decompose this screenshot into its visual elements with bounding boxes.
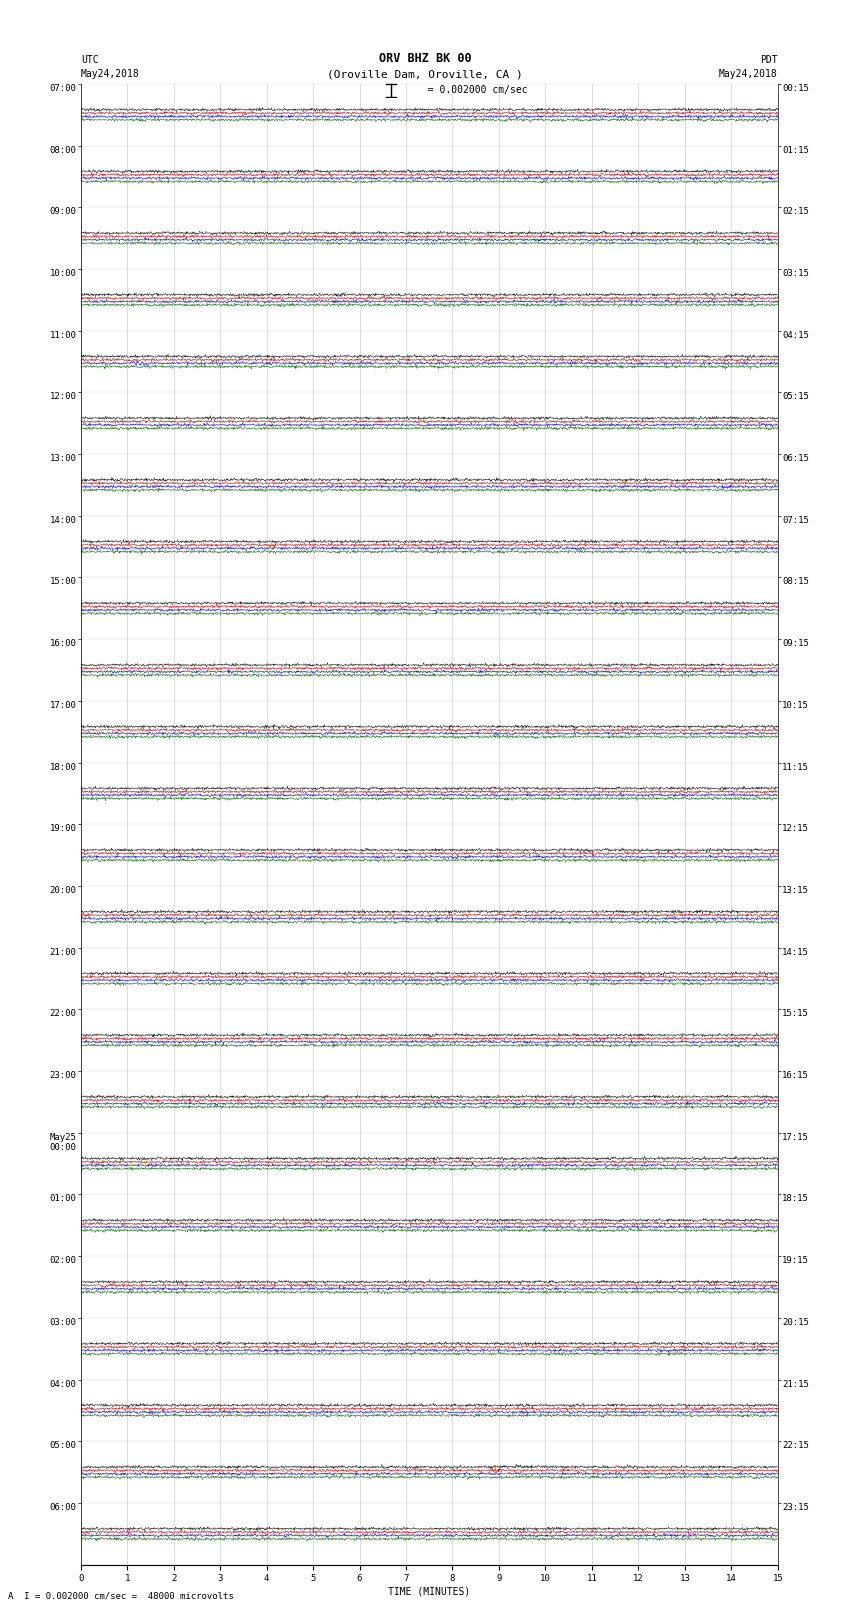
- Text: ORV BHZ BK 00: ORV BHZ BK 00: [379, 52, 471, 65]
- Text: (Oroville Dam, Oroville, CA ): (Oroville Dam, Oroville, CA ): [327, 69, 523, 79]
- Text: UTC: UTC: [81, 55, 99, 65]
- X-axis label: TIME (MINUTES): TIME (MINUTES): [388, 1586, 470, 1597]
- Text: = 0.002000 cm/sec: = 0.002000 cm/sec: [416, 85, 528, 95]
- Text: May24,2018: May24,2018: [81, 69, 139, 79]
- Text: PDT: PDT: [760, 55, 778, 65]
- Text: A  I = 0.002000 cm/sec =  48000 microvolts: A I = 0.002000 cm/sec = 48000 microvolts: [8, 1590, 235, 1600]
- Text: May24,2018: May24,2018: [719, 69, 778, 79]
